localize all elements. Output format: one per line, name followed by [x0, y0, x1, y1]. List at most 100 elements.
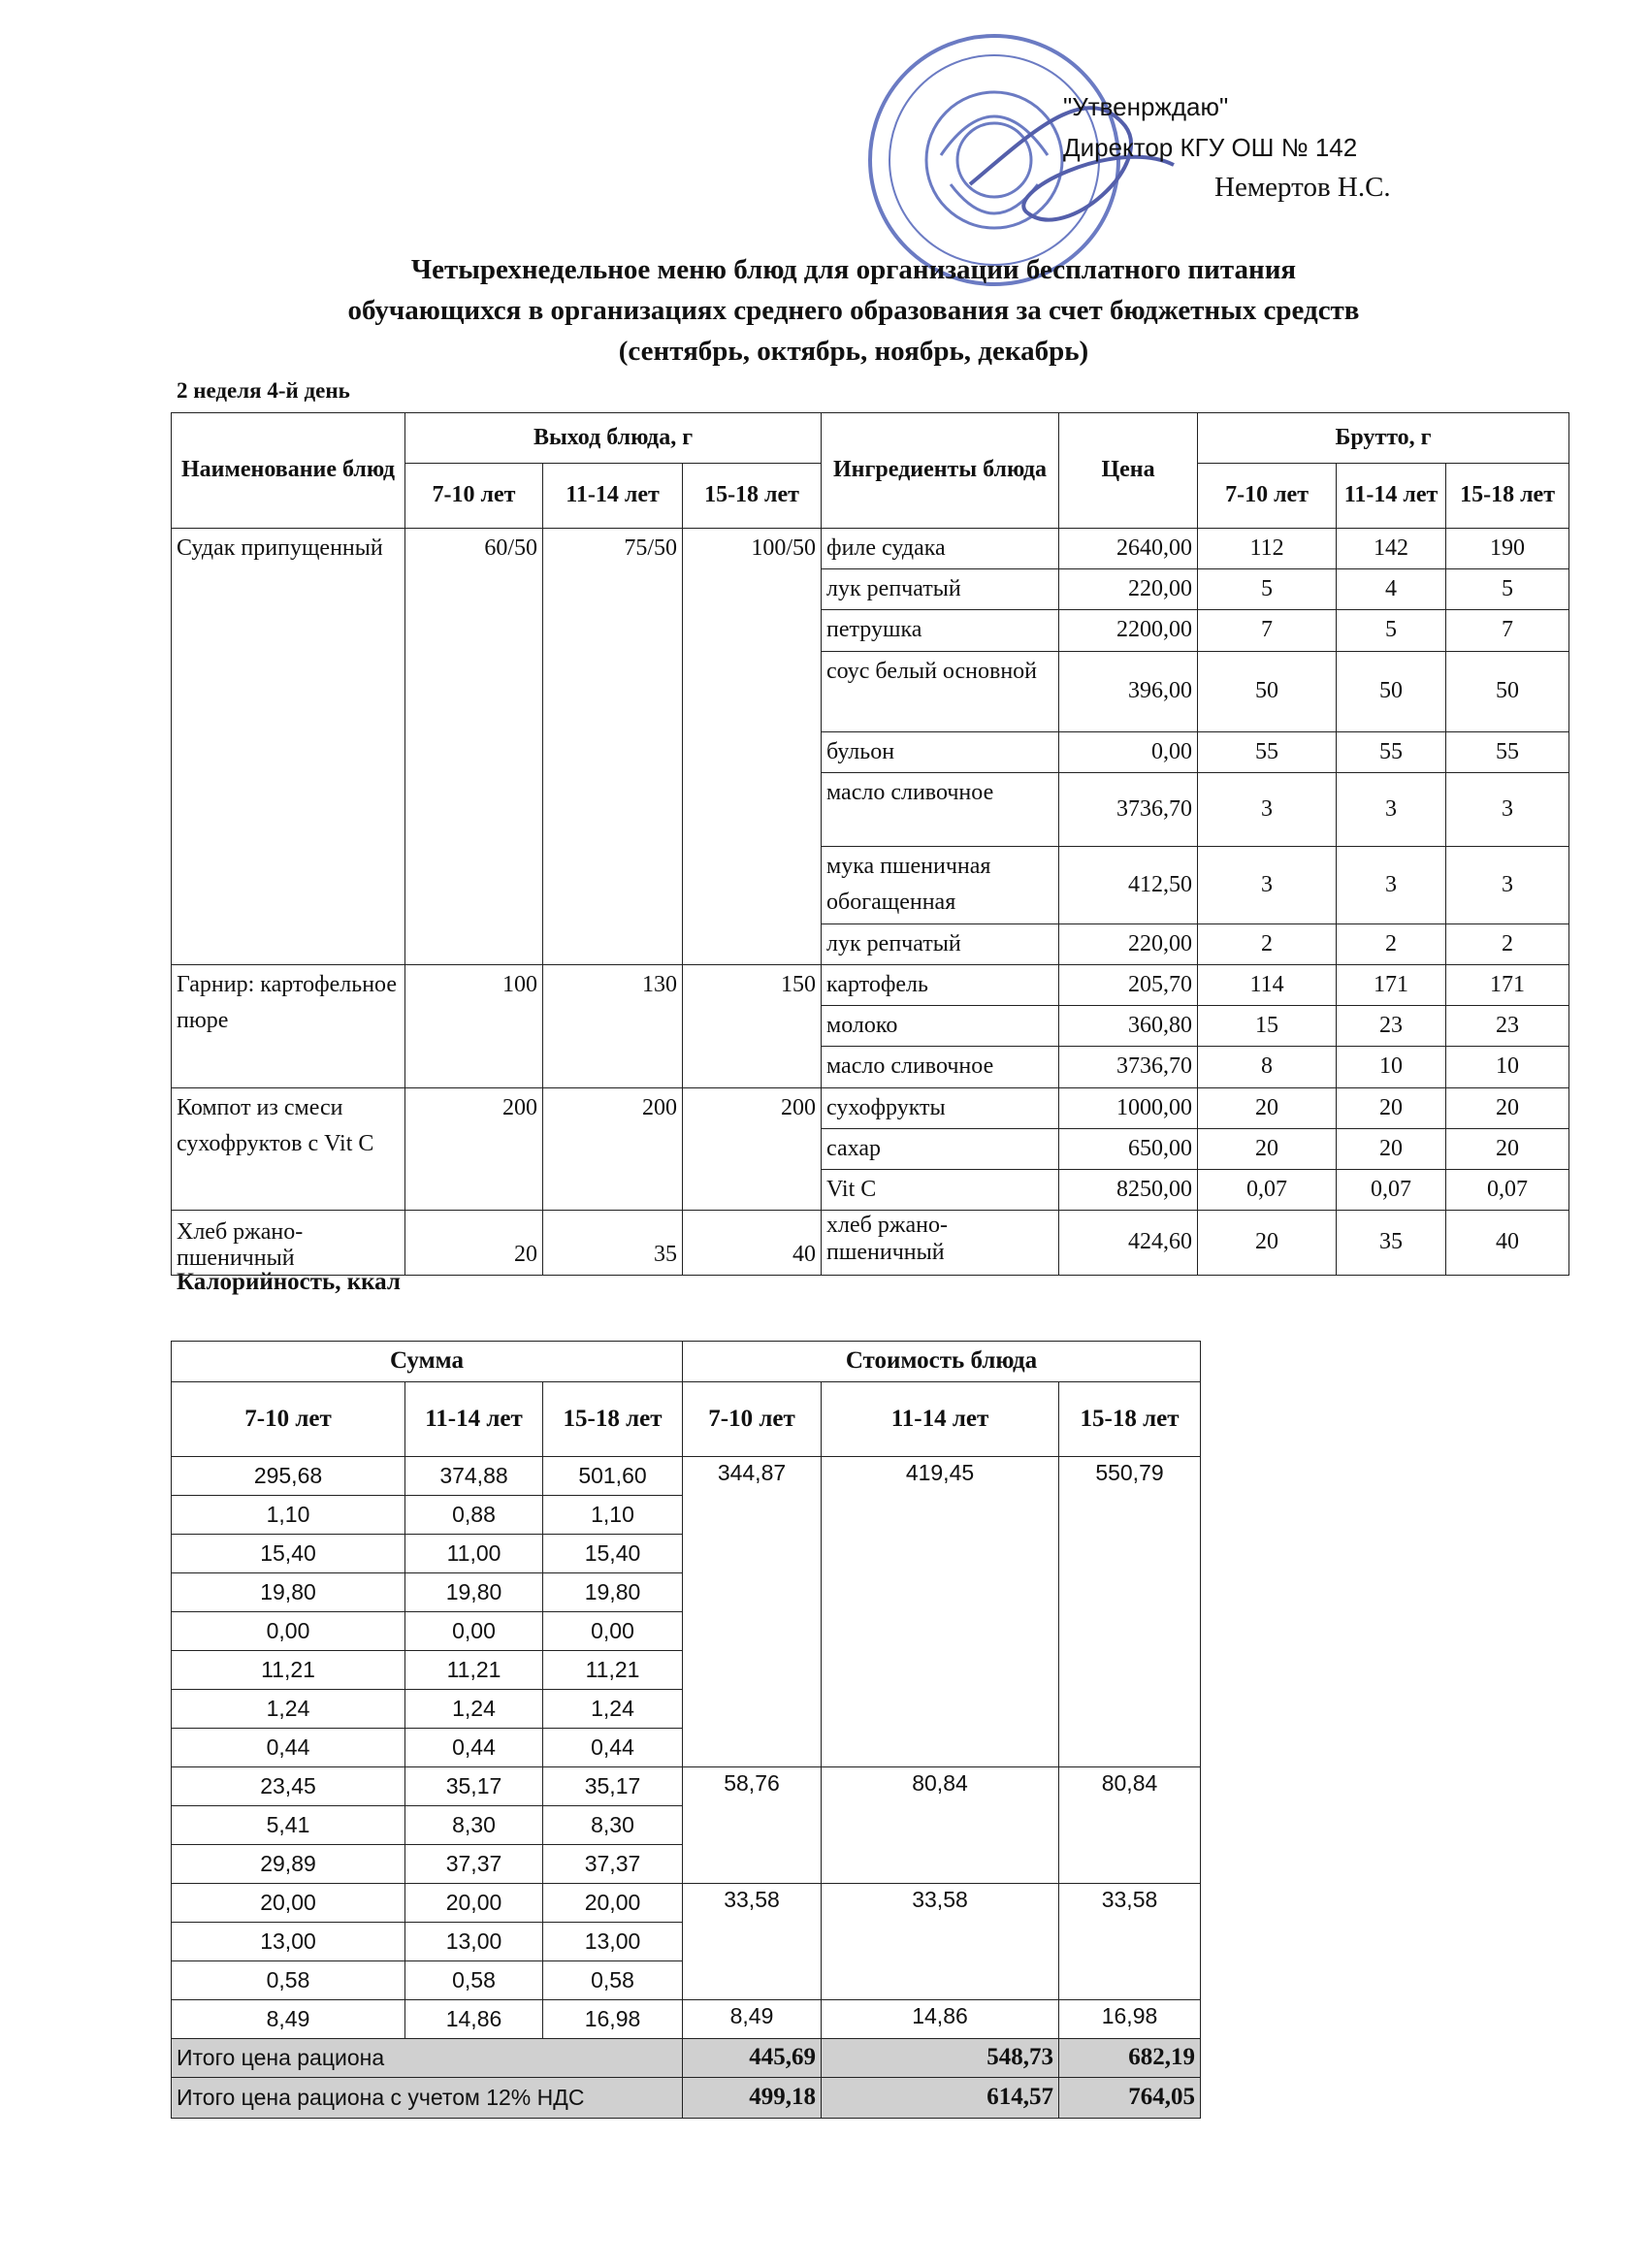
- cost-value: 14,86: [821, 1999, 1059, 2039]
- price: 3736,70: [1058, 771, 1199, 847]
- sum-value: 8,30: [542, 1805, 683, 1845]
- gross-value: 8: [1197, 1046, 1338, 1088]
- menu-row: масло сливочное 3736,70 3 3 3: [172, 771, 1570, 847]
- dish-yield: 100: [404, 963, 543, 1088]
- sum-value: 8,30: [404, 1805, 543, 1845]
- menu-row: масло сливочное 3736,70 8 10 10: [172, 1046, 1570, 1088]
- total-value: 764,05: [1058, 2077, 1201, 2119]
- subtitle: 2 неделя 4-й день: [177, 378, 350, 403]
- cost-value: 33,58: [821, 1883, 1059, 2000]
- approval-line: "Утвенрждаю": [1063, 92, 1229, 121]
- ingredient: молоко: [821, 1005, 1060, 1048]
- header-cell: Брутто, г: [1197, 412, 1570, 464]
- sum-value: 11,21: [404, 1650, 543, 1690]
- gross-value: 20: [1445, 1086, 1570, 1129]
- header-row: Наименование блюд Выход блюда, г Ингредиен…: [171, 412, 1570, 529]
- header-cell: 7-10 лет: [171, 1381, 405, 1457]
- sum-value: 16,98: [542, 1999, 683, 2039]
- ingredient: сахар: [821, 1127, 1060, 1170]
- gross-value: 50: [1445, 650, 1570, 732]
- gross-value: 23: [1445, 1005, 1570, 1048]
- approval-line: Директор КГУ ОШ № 142: [1063, 133, 1358, 162]
- menu-row: лук репчатый 220,00 5 4 5: [172, 568, 1570, 611]
- menu-row: Vit C 8250,00 0,07 0,07 0,07: [172, 1168, 1570, 1212]
- total-value: 499,18: [682, 2077, 822, 2119]
- gross-value: 50: [1336, 650, 1447, 732]
- header-cell: 11-14 лет: [404, 1381, 543, 1457]
- dish-yield: 130: [542, 963, 683, 1088]
- total-value: 548,73: [821, 2038, 1059, 2078]
- menu-row: сахар 650,00 20 20 20: [172, 1127, 1570, 1170]
- total-label: Итого цена рациона с учетом 12% НДС: [171, 2077, 683, 2119]
- cost-row: 0,58 0,58 0,58: [171, 1960, 1201, 2000]
- price: 205,70: [1058, 963, 1199, 1007]
- sum-value: 0,44: [542, 1728, 683, 1767]
- title-line: (сентябрь, октябрь, ноябрь, декабрь): [618, 336, 1089, 367]
- gross-value: 0,07: [1445, 1168, 1570, 1212]
- sum-value: 15,40: [542, 1534, 683, 1573]
- ingredient: масло сливочное: [821, 771, 1060, 847]
- header-cell: 7-10 лет: [682, 1381, 822, 1457]
- cost-table: Сумма Стоимость блюда 7-10 лет 11-14 лет 15-…: [171, 1341, 1201, 2119]
- menu-row: Компот из смеси сухофруктов с Vit C 200 20…: [171, 1086, 1570, 1212]
- header-cell: 7-10 лет: [1197, 463, 1338, 529]
- sum-value: 1,10: [542, 1495, 683, 1535]
- menu-row: Хлеб ржано-пшеничный 20 35 40 хлеб ржано-пше…: [171, 1210, 1570, 1277]
- menu-row: Судак припущенный 60/50 75/50 100/50 филе су…: [171, 527, 1570, 965]
- cost-value: 550,79: [1058, 1456, 1201, 1767]
- cost-value: 8,49: [682, 1999, 822, 2039]
- header-cell: 15-18 лет: [1058, 1381, 1201, 1457]
- sum-value: 11,21: [171, 1650, 405, 1690]
- header-cell: 15-18 лет: [681, 463, 823, 529]
- cost-value: 33,58: [1058, 1883, 1201, 2000]
- dish-yield: 75/50: [542, 528, 683, 965]
- cost-row: 23,45 35,17 35,17 58,76 80,84 80,84: [171, 1766, 1201, 1884]
- cost-value: 58,76: [682, 1766, 822, 1884]
- sum-value: 20,00: [171, 1883, 405, 1923]
- sum-value: 295,68: [171, 1456, 405, 1496]
- cost-value: 80,84: [1058, 1766, 1201, 1884]
- price: 424,60: [1058, 1210, 1199, 1277]
- title-line: обучающихся в организациях среднего обра…: [347, 295, 1360, 326]
- price: 3736,70: [1058, 1046, 1199, 1088]
- sum-value: 19,80: [542, 1572, 683, 1612]
- ingredient: мука пшеничная обогащенная: [821, 845, 1060, 924]
- dish-yield: 20: [404, 1210, 543, 1277]
- ingredient: лук репчатый: [821, 568, 1060, 611]
- gross-value: 114: [1197, 963, 1338, 1007]
- sum-value: 37,37: [404, 1844, 543, 1884]
- gross-value: 3: [1197, 771, 1338, 847]
- header-cell: 11-14 лет: [542, 463, 683, 529]
- cost-row: 20,00 20,00 20,00 33,58 33,58 33,58: [171, 1883, 1201, 2000]
- gross-value: 20: [1445, 1127, 1570, 1170]
- cost-value: 344,87: [682, 1456, 822, 1767]
- gross-value: 0,07: [1336, 1168, 1447, 1212]
- gross-value: 55: [1445, 730, 1570, 773]
- dish-yield: 100/50: [681, 528, 823, 965]
- ingredient: сухофрукты: [821, 1086, 1060, 1129]
- dish-name: Гарнир: картофельное пюре: [171, 963, 405, 1088]
- gross-value: 55: [1197, 730, 1338, 773]
- sum-value: 1,24: [542, 1689, 683, 1729]
- gross-value: 20: [1336, 1086, 1447, 1129]
- cost-row: 11,21 11,21 11,21: [171, 1650, 1201, 1690]
- total-value: 682,19: [1058, 2038, 1201, 2078]
- gross-value: 7: [1445, 609, 1570, 652]
- header-cell: Сумма: [171, 1341, 683, 1382]
- sum-value: 19,80: [404, 1572, 543, 1612]
- gross-value: 50: [1197, 650, 1338, 732]
- cost-row: 8,49 14,86 16,98 8,49 14,86 16,98: [171, 1999, 1201, 2039]
- cost-row: 1,10 0,88 1,10: [171, 1495, 1201, 1535]
- cost-value: 16,98: [1058, 1999, 1201, 2039]
- gross-value: 10: [1336, 1046, 1447, 1088]
- sum-value: 5,41: [171, 1805, 405, 1845]
- gross-value: 3: [1336, 771, 1447, 847]
- price: 2640,00: [1058, 527, 1199, 570]
- gross-value: 4: [1336, 568, 1447, 611]
- gross-value: 5: [1445, 568, 1570, 611]
- sum-value: 35,17: [542, 1766, 683, 1806]
- dish-name: Хлеб ржано-пшеничный: [171, 1210, 405, 1277]
- dish-name: Судак припущенный: [171, 528, 405, 965]
- ingredient: бульон: [821, 730, 1060, 773]
- price: 396,00: [1058, 650, 1199, 732]
